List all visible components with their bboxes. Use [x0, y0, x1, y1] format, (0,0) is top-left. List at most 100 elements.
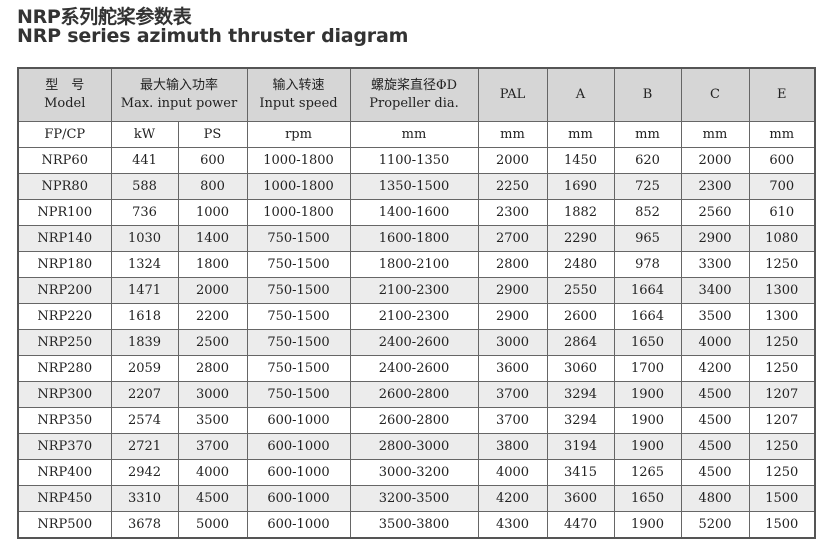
header-pal: PAL: [477, 67, 548, 122]
table-row: NRP370 2721 3700 600-1000 2800-3000 3800 3194 1…: [17, 433, 816, 460]
cell-input-speed: 1000-1800: [246, 147, 351, 174]
cell-power-ps: 5000: [177, 511, 248, 539]
cell-c: 3400: [680, 277, 750, 304]
cell-pal: 2000: [477, 147, 548, 174]
cell-e: 1207: [748, 407, 816, 434]
cell-propeller-dia: 2600-2800: [349, 407, 479, 434]
cell-pal: 4000: [477, 459, 548, 486]
header-max-input-power: 最大输入功率 Max. input power: [110, 67, 248, 122]
cell-input-speed: 1000-1800: [246, 199, 351, 226]
cell-a: 3415: [546, 459, 615, 486]
header-label-en: A: [575, 87, 586, 102]
cell-e: 1500: [748, 485, 816, 512]
header-label-cn: 最大输入功率: [139, 78, 218, 93]
cell-pal: 3700: [477, 381, 548, 408]
cell-c: 2000: [680, 147, 750, 174]
cell-input-speed: 750-1500: [246, 251, 351, 278]
cell-c: 4000: [680, 329, 750, 356]
cell-input-speed: 750-1500: [246, 225, 351, 252]
header-label-en: Model: [44, 96, 86, 111]
cell-b: 1650: [613, 329, 682, 356]
cell-e: 1250: [748, 459, 816, 486]
cell-model: NRP280: [17, 355, 112, 382]
cell-power-ps: 3000: [177, 381, 248, 408]
cell-model: NRP220: [17, 303, 112, 330]
header-label-cn: 型 号: [45, 78, 85, 93]
unit-power-kw: kW: [110, 121, 179, 148]
cell-model: NPR100: [17, 199, 112, 226]
cell-power-kw: 1030: [110, 225, 179, 252]
cell-a: 1882: [546, 199, 615, 226]
cell-a: 3600: [546, 485, 615, 512]
header-model: 型 号 Model: [17, 67, 112, 122]
cell-a: 3194: [546, 433, 615, 460]
unit-pal: mm: [477, 121, 548, 148]
header-label-cn: 螺旋桨直径ΦD: [370, 78, 458, 93]
cell-propeller-dia: 3200-3500: [349, 485, 479, 512]
cell-power-kw: 1839: [110, 329, 179, 356]
cell-power-ps: 3700: [177, 433, 248, 460]
cell-e: 1250: [748, 251, 816, 278]
cell-pal: 3800: [477, 433, 548, 460]
cell-input-speed: 750-1500: [246, 381, 351, 408]
cell-e: 610: [748, 199, 816, 226]
table-row: NPR80 588 800 1000-1800 1350-1500 2250 1690 725…: [17, 173, 816, 200]
cell-power-kw: 588: [110, 173, 179, 200]
header-label-en: Propeller dia.: [369, 96, 459, 111]
cell-pal: 2800: [477, 251, 548, 278]
cell-propeller-dia: 2100-2300: [349, 303, 479, 330]
cell-power-ps: 3500: [177, 407, 248, 434]
unit-b: mm: [613, 121, 682, 148]
cell-power-ps: 600: [177, 147, 248, 174]
cell-b: 1700: [613, 355, 682, 382]
cell-power-kw: 1324: [110, 251, 179, 278]
cell-input-speed: 600-1000: [246, 433, 351, 460]
table-row: NRP400 2942 4000 600-1000 3000-3200 4000 3415 1…: [17, 459, 816, 486]
cell-a: 1450: [546, 147, 615, 174]
cell-b: 965: [613, 225, 682, 252]
cell-pal: 2250: [477, 173, 548, 200]
cell-e: 1300: [748, 277, 816, 304]
cell-b: 1900: [613, 433, 682, 460]
cell-b: 852: [613, 199, 682, 226]
cell-model: NRP400: [17, 459, 112, 486]
cell-propeller-dia: 1800-2100: [349, 251, 479, 278]
header-label-en: E: [777, 87, 787, 102]
cell-e: 1080: [748, 225, 816, 252]
cell-model: NRP180: [17, 251, 112, 278]
cell-b: 725: [613, 173, 682, 200]
unit-power-ps: PS: [177, 121, 248, 148]
cell-propeller-dia: 1100-1350: [349, 147, 479, 174]
cell-pal: 3000: [477, 329, 548, 356]
cell-a: 2480: [546, 251, 615, 278]
header-label-en: C: [710, 87, 720, 102]
cell-c: 4500: [680, 433, 750, 460]
table-row: NRP200 1471 2000 750-1500 2100-2300 2900 2550 1…: [17, 277, 816, 304]
cell-propeller-dia: 3500-3800: [349, 511, 479, 539]
cell-propeller-dia: 3000-3200: [349, 459, 479, 486]
cell-power-kw: 3678: [110, 511, 179, 539]
cell-power-ps: 1400: [177, 225, 248, 252]
cell-pal: 2700: [477, 225, 548, 252]
cell-model: NRP60: [17, 147, 112, 174]
header-c: C: [680, 67, 750, 122]
table-row: NRP300 2207 3000 750-1500 2600-2800 3700 3294 1…: [17, 381, 816, 408]
cell-propeller-dia: 1350-1500: [349, 173, 479, 200]
cell-power-ps: 2200: [177, 303, 248, 330]
table-row: NRP280 2059 2800 750-1500 2400-2600 3600 3060 1…: [17, 355, 816, 382]
cell-power-kw: 3310: [110, 485, 179, 512]
header-row: 型 号 Model 最大输入功率 Max. input power 输入转速 Input …: [17, 67, 816, 122]
cell-c: 3300: [680, 251, 750, 278]
thruster-parameter-table: 型 号 Model 最大输入功率 Max. input power 输入转速 Input …: [17, 67, 816, 539]
cell-input-speed: 1000-1800: [246, 173, 351, 200]
table-row: NPR100 736 1000 1000-1800 1400-1600 2300 1882 8…: [17, 199, 816, 226]
cell-e: 1250: [748, 329, 816, 356]
cell-c: 3500: [680, 303, 750, 330]
cell-e: 1250: [748, 355, 816, 382]
cell-input-speed: 750-1500: [246, 329, 351, 356]
cell-propeller-dia: 2400-2600: [349, 355, 479, 382]
unit-e: mm: [748, 121, 816, 148]
cell-power-kw: 1618: [110, 303, 179, 330]
cell-a: 3060: [546, 355, 615, 382]
header-label-en: B: [642, 87, 653, 102]
